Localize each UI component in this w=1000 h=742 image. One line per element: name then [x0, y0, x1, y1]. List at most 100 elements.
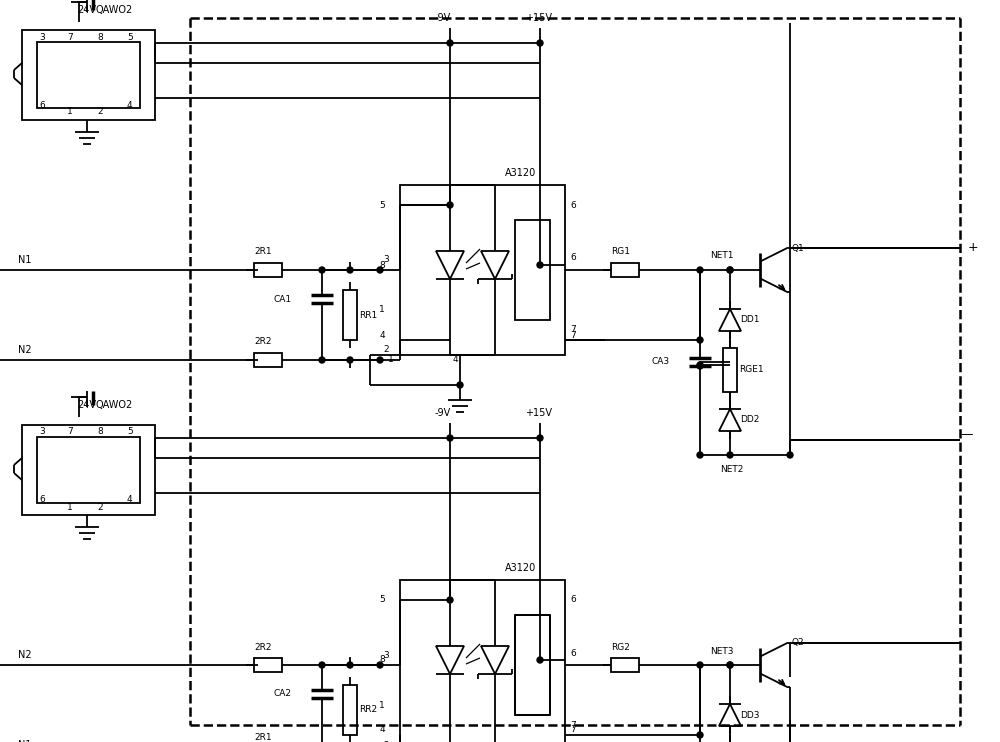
- Text: N2: N2: [18, 345, 32, 355]
- Text: 2R2: 2R2: [254, 643, 272, 651]
- Circle shape: [457, 382, 463, 388]
- Text: 4: 4: [453, 355, 459, 364]
- Text: RGE1: RGE1: [739, 366, 764, 375]
- Text: 1: 1: [379, 306, 385, 315]
- Text: 24V: 24V: [77, 5, 96, 15]
- Circle shape: [347, 357, 353, 363]
- Text: 6: 6: [570, 200, 576, 209]
- Circle shape: [697, 732, 703, 738]
- Text: +: +: [968, 241, 979, 254]
- Circle shape: [537, 435, 543, 441]
- Circle shape: [319, 662, 325, 668]
- Text: 7: 7: [570, 330, 576, 340]
- Text: RR2: RR2: [359, 706, 377, 715]
- Bar: [22, 425, 155, 515]
- Text: 2: 2: [383, 741, 389, 742]
- Text: Q1: Q1: [792, 243, 805, 252]
- Text: N2: N2: [18, 650, 32, 660]
- Text: 5: 5: [379, 596, 385, 605]
- Text: 7: 7: [67, 427, 73, 436]
- Bar: [37, 437, 140, 503]
- Circle shape: [537, 657, 543, 663]
- Circle shape: [347, 267, 353, 273]
- Circle shape: [697, 363, 703, 369]
- Text: DD1: DD1: [740, 315, 760, 324]
- Circle shape: [447, 202, 453, 208]
- Text: -9V: -9V: [435, 13, 451, 23]
- Text: 4: 4: [127, 496, 133, 505]
- Text: DD2: DD2: [740, 416, 759, 424]
- Bar: [254, 353, 282, 367]
- Bar: [343, 685, 357, 735]
- Text: NET2: NET2: [720, 464, 743, 473]
- Circle shape: [319, 357, 325, 363]
- Text: 7: 7: [570, 726, 576, 735]
- Text: DD3: DD3: [740, 711, 760, 720]
- Bar: [611, 263, 639, 277]
- Text: Q2: Q2: [792, 639, 805, 648]
- Text: QAWO2: QAWO2: [95, 5, 132, 15]
- Bar: [723, 348, 737, 392]
- Text: 8: 8: [379, 655, 385, 665]
- Text: 7: 7: [67, 33, 73, 42]
- Text: -9V: -9V: [435, 408, 451, 418]
- Text: CA1: CA1: [274, 295, 292, 303]
- Text: 5: 5: [379, 200, 385, 209]
- Circle shape: [319, 267, 325, 273]
- Circle shape: [787, 452, 793, 458]
- Circle shape: [697, 662, 703, 668]
- Circle shape: [727, 662, 733, 668]
- Bar: [22, 30, 155, 120]
- Bar: [254, 658, 282, 672]
- Circle shape: [697, 452, 703, 458]
- Circle shape: [727, 267, 733, 273]
- Bar: [611, 658, 639, 672]
- Bar: [515, 220, 550, 320]
- Text: 6: 6: [570, 596, 576, 605]
- Text: 4: 4: [379, 330, 385, 340]
- Text: 1: 1: [67, 502, 73, 511]
- Circle shape: [377, 662, 383, 668]
- Text: NET1: NET1: [710, 252, 734, 260]
- Text: N1: N1: [18, 740, 32, 742]
- Text: RR1: RR1: [359, 310, 377, 320]
- Text: CA3: CA3: [652, 358, 670, 367]
- Text: 2R2: 2R2: [254, 338, 272, 347]
- Bar: [515, 615, 550, 715]
- Circle shape: [727, 267, 733, 273]
- Text: 3: 3: [39, 427, 45, 436]
- Text: 3: 3: [39, 33, 45, 42]
- Circle shape: [537, 262, 543, 268]
- Circle shape: [727, 452, 733, 458]
- Text: 4: 4: [127, 100, 133, 110]
- Circle shape: [727, 662, 733, 668]
- Bar: [343, 290, 357, 340]
- Bar: [400, 580, 565, 742]
- Text: 6: 6: [39, 100, 45, 110]
- Text: 2R1: 2R1: [254, 248, 272, 257]
- Text: +15V: +15V: [525, 13, 552, 23]
- Circle shape: [697, 337, 703, 343]
- Circle shape: [447, 597, 453, 603]
- Text: +15V: +15V: [525, 408, 552, 418]
- Text: 3: 3: [383, 651, 389, 660]
- Text: N1: N1: [18, 255, 32, 265]
- Text: A3120: A3120: [505, 563, 536, 573]
- Text: QAWO2: QAWO2: [95, 400, 132, 410]
- Circle shape: [447, 40, 453, 46]
- Text: 2: 2: [97, 502, 103, 511]
- Text: 8: 8: [97, 33, 103, 42]
- Text: 6: 6: [39, 496, 45, 505]
- Circle shape: [697, 362, 703, 368]
- Text: RG2: RG2: [611, 643, 630, 651]
- Text: 8: 8: [97, 427, 103, 436]
- Text: 6: 6: [570, 649, 576, 657]
- Text: 1: 1: [67, 108, 73, 116]
- Text: CA2: CA2: [274, 689, 292, 698]
- Text: 5: 5: [127, 33, 133, 42]
- Text: 1: 1: [388, 355, 394, 364]
- Text: 7: 7: [570, 720, 576, 729]
- Text: 1: 1: [379, 700, 385, 709]
- Text: A3120: A3120: [505, 168, 536, 178]
- Text: 24V: 24V: [77, 400, 96, 410]
